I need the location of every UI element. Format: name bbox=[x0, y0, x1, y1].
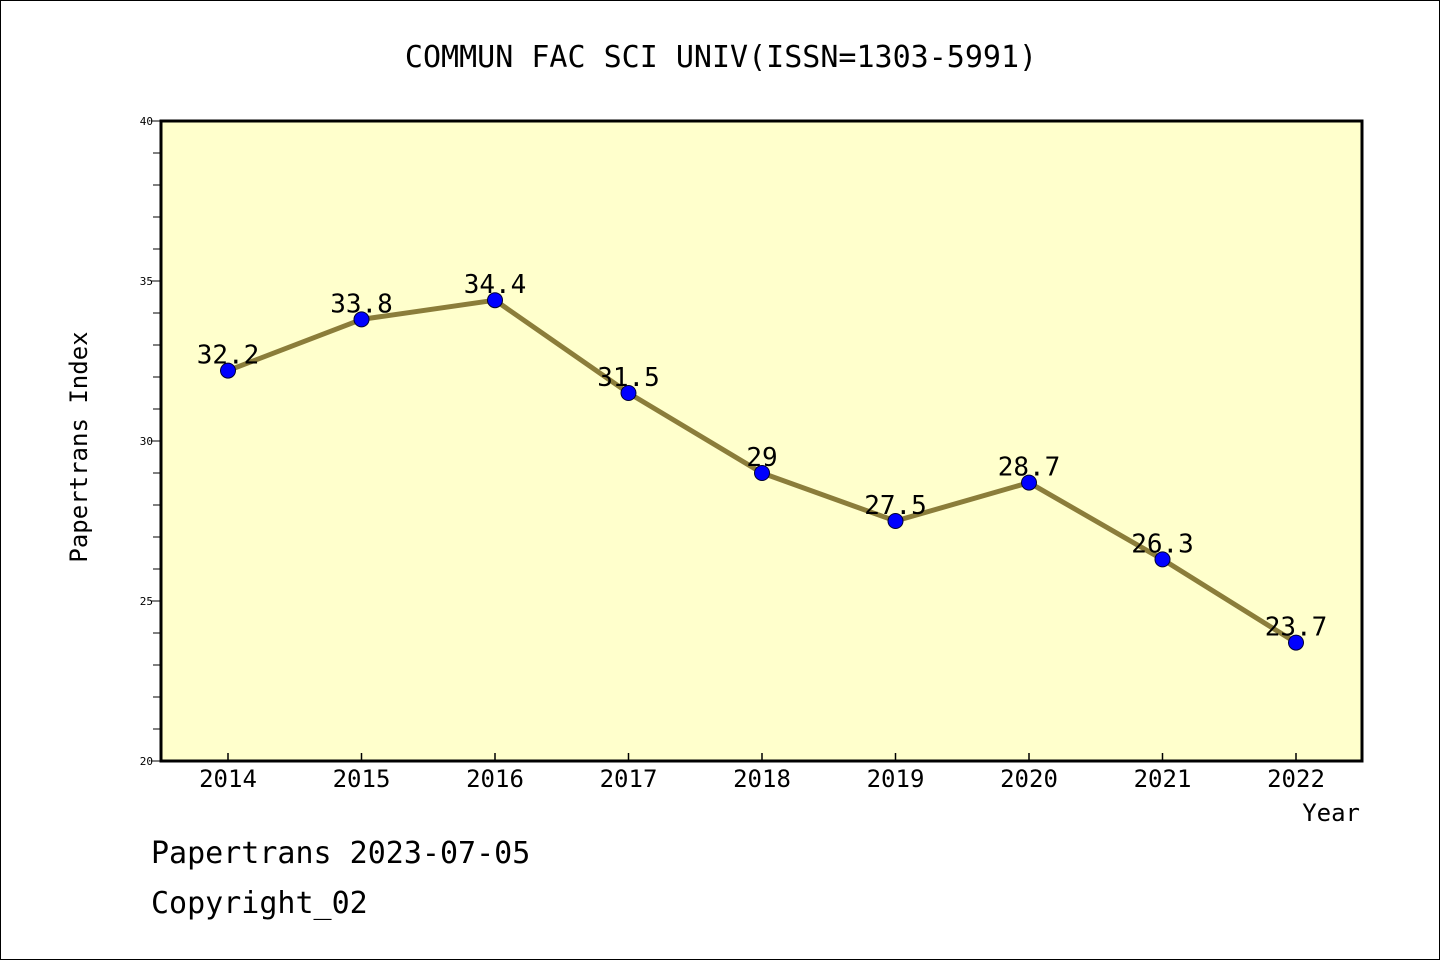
data-point bbox=[220, 362, 236, 379]
x-tick-label: 2019 bbox=[867, 765, 925, 793]
x-tick-label: 2015 bbox=[333, 765, 391, 793]
data-point bbox=[1288, 634, 1304, 651]
data-point bbox=[1154, 551, 1171, 568]
y-axis-label: Papertrans Index bbox=[65, 331, 93, 562]
data-point bbox=[620, 385, 637, 401]
data-point bbox=[487, 292, 503, 309]
data-label: 28.7 bbox=[998, 453, 1061, 483]
y-tick-label: 25 bbox=[140, 595, 153, 608]
y-tick-label: 20 bbox=[140, 755, 153, 768]
data-point bbox=[887, 513, 904, 529]
x-tick-label: 2014 bbox=[199, 765, 257, 793]
data-label: 27.5 bbox=[864, 491, 927, 521]
x-tick-label: 2017 bbox=[600, 765, 658, 793]
data-label: 32.2 bbox=[197, 341, 260, 371]
footer-copyright: Copyright_02 bbox=[151, 886, 368, 921]
data-point bbox=[1021, 474, 1037, 491]
chart-title: COMMUN FAC SCI UNIV(ISSN=1303-5991) bbox=[405, 40, 1037, 75]
plot-area bbox=[159, 119, 1364, 763]
y-tick-label: 40 bbox=[140, 115, 153, 128]
y-tick-label: 30 bbox=[140, 435, 153, 448]
footer-source: Papertrans 2023-07-05 bbox=[151, 836, 531, 871]
y-tick-label: 35 bbox=[140, 275, 153, 288]
data-label: 31.5 bbox=[597, 363, 660, 393]
data-label: 33.8 bbox=[330, 289, 393, 319]
x-axis: 2014 2015 2016 2017 2018 2019 2020 2021 2022 bbox=[199, 753, 1325, 793]
y-axis: 20 25 30 35 40 bbox=[140, 115, 161, 768]
x-tick-label: 2022 bbox=[1267, 765, 1325, 793]
data-point bbox=[754, 465, 770, 481]
data-label: 34.4 bbox=[464, 270, 527, 300]
data-point bbox=[353, 311, 370, 328]
x-tick-label: 2021 bbox=[1134, 765, 1192, 793]
x-tick-label: 2018 bbox=[733, 765, 791, 793]
data-label: 23.7 bbox=[1265, 613, 1328, 643]
data-label: 26.3 bbox=[1131, 529, 1194, 559]
series-layer: 32.2 33.8 34.4 31.5 29 27.5 28.7 26.3 23.7 bbox=[197, 270, 1328, 651]
data-label: 29 bbox=[746, 443, 777, 473]
x-axis-label: Year bbox=[1302, 799, 1360, 827]
x-tick-label: 2016 bbox=[466, 765, 524, 793]
x-tick-label: 2020 bbox=[1000, 765, 1058, 793]
